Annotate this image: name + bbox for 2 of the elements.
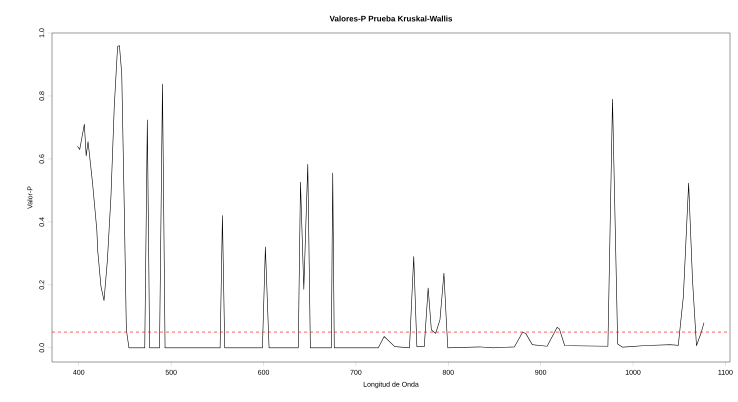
- line-series: [77, 45, 704, 348]
- chart-title: Valores-P Prueba Kruskal-Wallis: [330, 16, 452, 22]
